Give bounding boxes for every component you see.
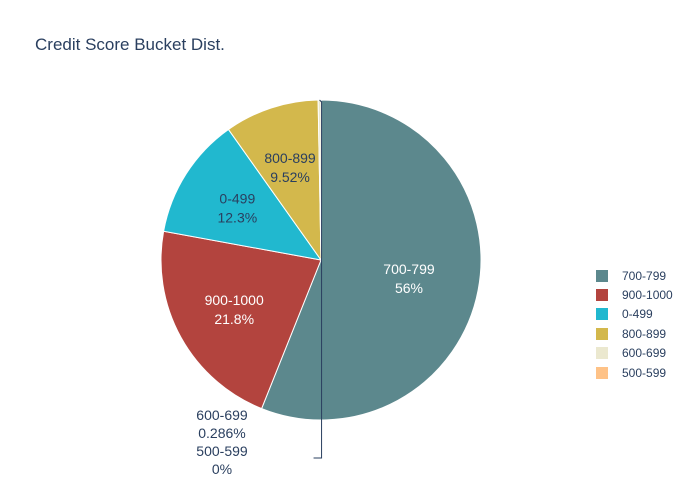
pie-slice-0-499[interactable] [163,128,323,261]
legend-label-700-799: 700-799 [622,268,667,283]
chart-title: Credit Score Bucket Dist. [35,35,225,54]
legend-swatch-700-799 [596,269,608,282]
legend-swatch-900-1000 [596,289,608,302]
legend-swatch-500-599 [596,366,608,379]
slice-percent-900-1000: 21.8% [214,311,254,327]
slice-percent-700-799: 56% [395,280,423,296]
slice-label-600-699: 600-699 [196,407,248,423]
slice-label-500-599: 500-599 [196,443,248,459]
slice-percent-0-499: 12.3% [217,210,257,226]
legend-item-800-899[interactable]: 800-899 [596,324,673,343]
legend-label-800-899: 800-899 [622,326,667,341]
legend-label-500-599: 500-599 [622,365,667,380]
legend-item-600-699[interactable]: 600-699 [596,344,673,363]
pie-slice-700-799[interactable] [260,99,482,421]
slice-label-0-499: 0-499 [219,191,255,207]
slice-label-800-899: 800-899 [264,150,316,166]
legend-item-0-499[interactable]: 0-499 [596,305,673,324]
slice-percent-600-699: 0.286% [198,425,245,441]
legend-label-900-1000: 900-1000 [622,288,673,303]
legend: 700-799 900-1000 0-499 800-899 600-699 500-59… [596,266,673,382]
pie-slice-900-1000[interactable] [160,230,322,410]
pie-slice-600-699[interactable] [317,99,322,261]
legend-item-500-599[interactable]: 500-599 [596,363,673,382]
legend-label-600-699: 600-699 [622,346,667,361]
legend-swatch-600-699 [596,347,608,360]
legend-swatch-800-899 [596,327,608,340]
pie-slice-800-899[interactable] [227,99,322,262]
slice-percent-800-899: 9.52% [270,169,310,185]
legend-item-900-1000[interactable]: 900-1000 [596,285,673,304]
slice-label-900-1000: 900-1000 [205,292,264,308]
legend-item-700-799[interactable]: 700-799 [596,266,673,285]
outside-label-connector [313,99,323,459]
slice-label-700-799: 700-799 [383,261,435,277]
legend-label-0-499: 0-499 [622,307,653,322]
legend-swatch-0-499 [596,308,608,321]
slice-percent-500-599: 0% [212,461,232,477]
